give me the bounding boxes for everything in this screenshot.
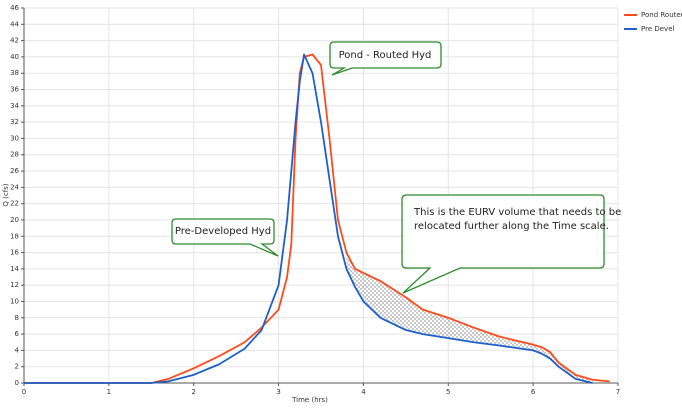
y-tick-label: 20 (10, 216, 19, 224)
y-tick-label: 46 (10, 4, 19, 12)
x-tick-label: 0 (22, 388, 26, 396)
y-tick-label: 16 (10, 249, 19, 257)
y-tick-label: 36 (10, 86, 19, 94)
x-axis-label: Time (hrs) (291, 396, 328, 404)
annotation: Pre-Developed Hyd (175, 226, 271, 237)
y-tick-label: 42 (10, 37, 19, 45)
annotation: relocated further along the Time scale. (414, 221, 609, 232)
y-tick-label: 4 (15, 346, 20, 354)
y-tick-label: 0 (15, 379, 19, 387)
x-tick-label: 7 (616, 388, 620, 396)
legend-label: Pond Routed (641, 11, 682, 19)
legend-label: Pre Devel (641, 25, 675, 33)
y-tick-label: 14 (10, 265, 19, 273)
x-tick-label: 2 (191, 388, 195, 396)
y-tick-label: 24 (10, 183, 19, 191)
x-tick-label: 3 (276, 388, 280, 396)
callout-eurv: This is the EURV volume that needs to be… (401, 194, 621, 294)
y-tick-label: 2 (15, 363, 19, 371)
y-tick-label: 32 (10, 118, 19, 126)
y-tick-label: 34 (10, 102, 19, 110)
x-tick-label: 5 (446, 388, 450, 396)
y-tick-label: 10 (10, 297, 19, 305)
y-tick-label: 30 (10, 134, 19, 142)
y-tick-label: 38 (10, 69, 19, 77)
y-axis-label: Q (cfs) (2, 183, 10, 206)
y-tick-label: 26 (10, 167, 19, 175)
callout-pond: Pond - Routed Hyd (329, 41, 442, 76)
y-tick-label: 22 (10, 200, 19, 208)
annotation: Pond - Routed Hyd (339, 50, 432, 61)
series-line (24, 53, 610, 384)
y-tick-label: 28 (10, 151, 19, 159)
y-tick-label: 12 (10, 281, 19, 289)
annotation: This is the EURV volume that needs to be (413, 207, 621, 218)
callout-pre: Pre-Developed Hyd (171, 218, 279, 257)
y-tick-label: 8 (15, 314, 19, 322)
x-tick-label: 1 (107, 388, 111, 396)
x-tick-label: 4 (361, 388, 366, 396)
x-tick-label: 6 (531, 388, 536, 396)
y-tick-label: 44 (10, 20, 19, 28)
y-tick-label: 18 (10, 232, 19, 240)
series-line (24, 53, 593, 384)
y-tick-label: 40 (10, 53, 19, 61)
y-tick-label: 6 (15, 330, 20, 338)
